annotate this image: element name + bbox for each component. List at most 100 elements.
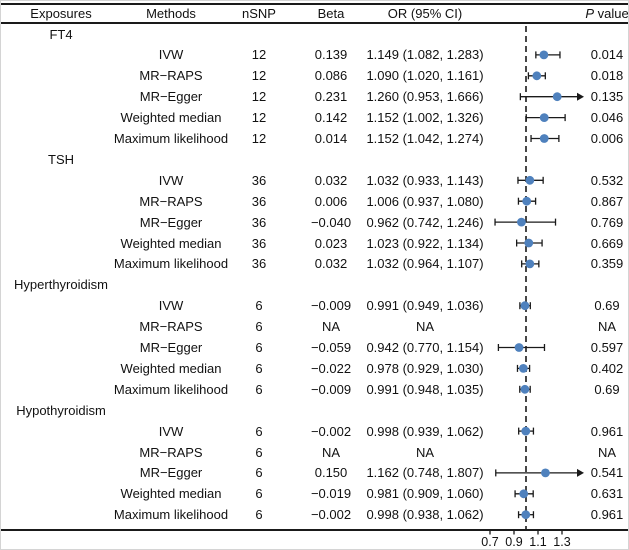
table-row: IVW 12 0.139 1.149 (1.082, 1.283) 0.014 [1, 44, 628, 65]
pvalue-value: 0.961 [590, 507, 624, 523]
pvalue-value: 0.046 [590, 110, 624, 126]
beta-value: −0.040 [310, 214, 352, 230]
nsnp-value: 12 [251, 68, 267, 84]
column-header-pvalue: P value [585, 5, 628, 22]
forest-marker [539, 113, 549, 122]
method-label: IVW [158, 298, 184, 314]
pvalue-value: 0.597 [590, 340, 624, 355]
method-label: MR−RAPS [139, 319, 203, 335]
beta-value: 0.032 [314, 172, 348, 188]
method-label: IVW [158, 423, 184, 439]
pvalue-value: 0.669 [590, 235, 624, 251]
or-ci: 0.942 (0.770, 1.154) [366, 340, 484, 355]
or-ci: 0.991 (0.949, 1.036) [366, 298, 484, 314]
nsnp-value: 6 [255, 507, 263, 523]
axis-tick-label: 0.9 [505, 535, 523, 549]
ci-arrowhead-right [577, 468, 584, 477]
table-row: IVW 6 −0.009 0.991 (0.949, 1.036) 0.69 [1, 295, 628, 316]
beta-value: −0.002 [310, 423, 352, 439]
table-row: MR−Egger 6 −0.059 0.942 (0.770, 1.154) 0.597 [1, 337, 628, 358]
column-header-methods: Methods [146, 6, 196, 21]
or-ci: 0.998 (0.938, 1.062) [366, 507, 484, 523]
pvalue-value: NA [597, 319, 617, 335]
beta-value: −0.019 [310, 486, 352, 502]
method-label: MR−RAPS [139, 68, 203, 84]
or-ci: 1.149 (1.082, 1.283) [366, 47, 484, 63]
method-label: MR−Egger [139, 214, 203, 230]
method-label: IVW [158, 172, 184, 188]
method-label: MR−Egger [139, 340, 203, 355]
or-ci: NA [415, 319, 435, 335]
table-row: Weighted median 6 −0.022 0.978 (0.929, 1.03… [1, 358, 628, 379]
exposure-label: FT4 [49, 26, 73, 42]
method-label: Maximum likelihood [113, 131, 229, 146]
nsnp-value: 6 [255, 360, 263, 376]
pvalue-value: 0.359 [590, 256, 624, 272]
nsnp-value: 36 [251, 214, 267, 230]
table-row: IVW 6 −0.002 0.998 (0.939, 1.062) 0.961 [1, 421, 628, 442]
beta-value: 0.006 [314, 193, 348, 209]
pvalue-value: 0.541 [590, 465, 624, 481]
pvalue-value: NA [597, 444, 617, 460]
forest-marker [524, 238, 534, 248]
beta-value: −0.059 [310, 340, 352, 355]
pvalue-value: 0.135 [590, 89, 624, 105]
forest-marker [539, 50, 549, 60]
nsnp-value: 6 [255, 340, 263, 355]
axis-tick-label: 1.3 [553, 535, 571, 549]
table-row: Maximum likelihood 36 0.032 1.032 (0.964, 1… [1, 253, 628, 274]
table-row: IVW 36 0.032 1.032 (0.933, 1.143) 0.532 [1, 170, 628, 191]
table-row: MR−Egger 6 0.150 1.162 (0.748, 1.807) 0.541 [1, 462, 628, 483]
or-ci: 1.032 (0.933, 1.143) [366, 172, 484, 188]
table-row: MR−Egger 12 0.231 1.260 (0.953, 1.666) 0.135 [1, 86, 628, 107]
beta-value: 0.142 [314, 110, 348, 126]
nsnp-value: 12 [251, 131, 267, 146]
forest-marker [518, 364, 528, 373]
forest-marker [519, 489, 529, 499]
forest-marker [517, 217, 526, 227]
method-label: Maximum likelihood [113, 256, 229, 272]
nsnp-value: 36 [251, 256, 267, 272]
bottom-rule [1, 529, 628, 531]
pvalue-header-rest: value [593, 6, 629, 21]
or-ci: NA [415, 444, 435, 460]
pvalue-value: 0.69 [594, 381, 620, 397]
forest-marker [522, 196, 532, 206]
or-ci: 1.023 (0.922, 1.134) [366, 235, 484, 251]
nsnp-value: 6 [255, 423, 263, 439]
or-ci: 1.152 (1.042, 1.274) [366, 131, 484, 146]
method-label: MR−Egger [139, 89, 203, 105]
table-row: Weighted median 36 0.023 1.023 (0.922, 1.13… [1, 233, 628, 254]
forest-marker [532, 71, 542, 81]
forest-marker [552, 92, 562, 102]
beta-value: NA [321, 319, 341, 335]
ci-arrowhead-right [577, 92, 584, 101]
pvalue-value: 0.69 [594, 298, 620, 314]
or-ci: 1.162 (0.748, 1.807) [366, 465, 484, 481]
pvalue-value: 0.532 [590, 172, 624, 188]
or-ci: 1.090 (1.020, 1.161) [366, 68, 484, 84]
or-ci: 0.981 (0.909, 1.060) [366, 486, 484, 502]
column-header-nsnp: nSNP [242, 6, 276, 21]
nsnp-value: 36 [251, 235, 267, 251]
forest-marker [541, 468, 550, 478]
pvalue-header-italic-p: P [585, 6, 594, 21]
method-label: Weighted median [120, 235, 222, 251]
pvalue-value: 0.867 [590, 193, 624, 209]
top-rule [1, 3, 628, 5]
method-label: IVW [158, 47, 184, 63]
or-ci: 0.998 (0.939, 1.062) [366, 423, 484, 439]
table-row: MR−RAPS 12 0.086 1.090 (1.020, 1.161) 0.018 [1, 65, 628, 86]
or-ci: 0.962 (0.742, 1.246) [366, 214, 484, 230]
beta-value: 0.014 [314, 131, 348, 146]
nsnp-value: 6 [255, 319, 263, 335]
table-row: Maximum likelihood 6 −0.009 0.991 (0.948, 1… [1, 379, 628, 400]
method-label: MR−Egger [139, 465, 203, 481]
nsnp-value: 6 [255, 298, 263, 314]
forest-marker [539, 134, 549, 143]
forest-marker [514, 343, 524, 352]
pvalue-value: 0.769 [590, 214, 624, 230]
pvalue-value: 0.402 [590, 360, 624, 376]
method-label: Maximum likelihood [113, 507, 229, 523]
pvalue-value: 0.006 [590, 131, 624, 146]
